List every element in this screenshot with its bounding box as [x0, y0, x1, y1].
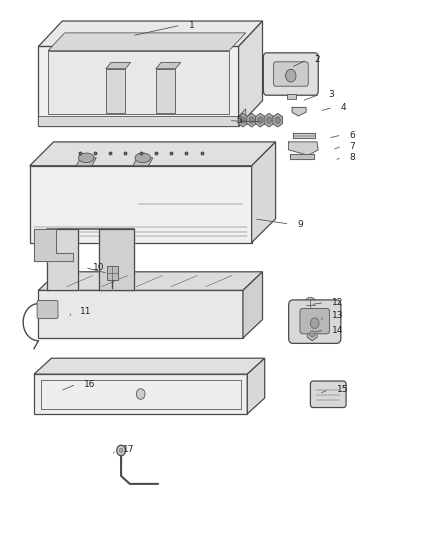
FancyBboxPatch shape: [300, 309, 329, 334]
Circle shape: [240, 117, 246, 123]
Circle shape: [311, 318, 319, 328]
Text: 6: 6: [350, 131, 355, 140]
Text: 8: 8: [350, 153, 355, 162]
Polygon shape: [252, 142, 276, 243]
Polygon shape: [133, 158, 153, 166]
Text: 1: 1: [188, 21, 194, 30]
Polygon shape: [39, 21, 262, 46]
Polygon shape: [39, 46, 239, 126]
Polygon shape: [76, 158, 96, 166]
FancyBboxPatch shape: [273, 62, 308, 86]
Polygon shape: [106, 69, 125, 113]
Circle shape: [117, 445, 125, 456]
Circle shape: [286, 69, 296, 82]
Text: 14: 14: [332, 326, 343, 335]
Polygon shape: [293, 133, 315, 138]
Polygon shape: [48, 33, 246, 51]
Polygon shape: [34, 358, 265, 374]
Polygon shape: [47, 229, 78, 290]
Polygon shape: [34, 374, 247, 414]
Text: 10: 10: [93, 263, 104, 272]
Polygon shape: [30, 166, 252, 243]
Text: 4: 4: [341, 103, 346, 112]
Text: 17: 17: [123, 445, 135, 454]
Circle shape: [119, 448, 123, 453]
FancyBboxPatch shape: [37, 301, 58, 318]
Polygon shape: [39, 290, 243, 338]
Circle shape: [304, 297, 317, 312]
Polygon shape: [99, 229, 134, 290]
Circle shape: [258, 117, 263, 123]
Polygon shape: [289, 142, 318, 155]
Polygon shape: [239, 21, 262, 126]
Text: 9: 9: [297, 220, 303, 229]
Text: 16: 16: [84, 379, 95, 389]
Text: 3: 3: [328, 90, 334, 99]
Polygon shape: [106, 62, 131, 69]
Polygon shape: [290, 154, 314, 159]
Ellipse shape: [78, 153, 94, 163]
Polygon shape: [247, 358, 265, 414]
Circle shape: [266, 117, 272, 123]
Text: 2: 2: [315, 55, 320, 64]
Text: 15: 15: [336, 385, 348, 394]
Polygon shape: [34, 229, 73, 261]
Polygon shape: [243, 272, 262, 338]
Text: 5: 5: [237, 116, 242, 125]
Polygon shape: [292, 108, 306, 116]
Circle shape: [275, 117, 280, 123]
FancyBboxPatch shape: [287, 94, 296, 99]
Polygon shape: [239, 109, 246, 126]
Ellipse shape: [135, 153, 151, 163]
Circle shape: [310, 330, 315, 337]
FancyBboxPatch shape: [289, 300, 341, 343]
FancyBboxPatch shape: [263, 53, 318, 95]
Polygon shape: [156, 69, 176, 113]
Text: 12: 12: [332, 298, 343, 307]
Circle shape: [136, 389, 145, 399]
Polygon shape: [39, 272, 262, 290]
Text: 11: 11: [80, 307, 91, 316]
Polygon shape: [39, 116, 239, 126]
Text: 7: 7: [350, 142, 355, 151]
Polygon shape: [30, 142, 276, 166]
FancyBboxPatch shape: [311, 381, 346, 408]
Polygon shape: [156, 62, 181, 69]
Circle shape: [249, 117, 254, 123]
Text: 13: 13: [332, 311, 344, 320]
FancyBboxPatch shape: [107, 266, 118, 280]
Polygon shape: [48, 51, 229, 114]
